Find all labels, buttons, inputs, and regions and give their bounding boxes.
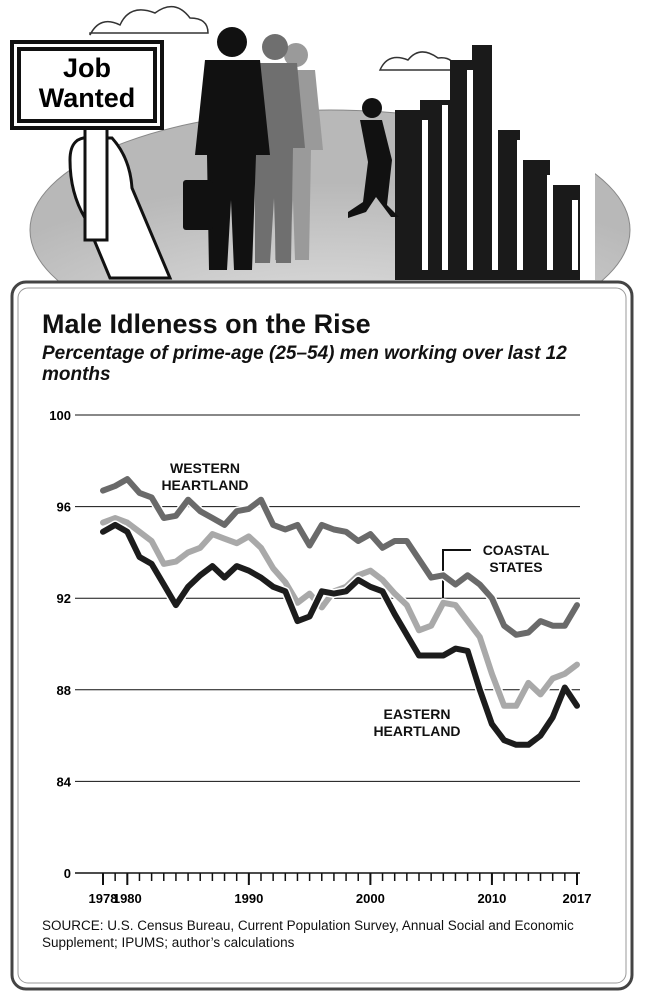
x-tick-label: 1978: [89, 891, 118, 906]
annotation-leader: [442, 549, 471, 606]
chart-panel-inner: [17, 287, 627, 984]
legend-label: COASTAL STATES: [482, 542, 550, 575]
y-tick-label: 96: [57, 500, 71, 515]
x-tick-label: 2010: [477, 891, 506, 906]
y-tick-label: 92: [57, 591, 71, 606]
x-tick-label: 1990: [234, 891, 263, 906]
series-line: [100, 521, 580, 748]
chart-subtitle: Percentage of prime-age (25–54) men work…: [42, 343, 567, 385]
x-tick-label: 1980: [113, 891, 142, 906]
sign-text: Job: [63, 53, 111, 83]
x-tick-label: 2017: [563, 891, 592, 906]
y-tick-label: 0: [64, 866, 71, 881]
x-tick-label: 2000: [356, 891, 385, 906]
chart-title: Male Idleness on the Rise: [42, 309, 371, 339]
legend-label: WESTERN HEARTLAND: [161, 460, 249, 493]
legend-label: EASTERN HEARTLAND: [373, 706, 461, 739]
y-tick-label: 100: [49, 408, 71, 423]
chart-panel: [10, 280, 634, 991]
y-tick-label: 88: [57, 683, 71, 698]
source-note: SOURCE: U.S. Census Bureau, Current Popu…: [42, 918, 574, 950]
sign-text: Wanted: [39, 83, 136, 113]
y-tick-label: 84: [57, 774, 72, 789]
series-line: [100, 476, 580, 638]
